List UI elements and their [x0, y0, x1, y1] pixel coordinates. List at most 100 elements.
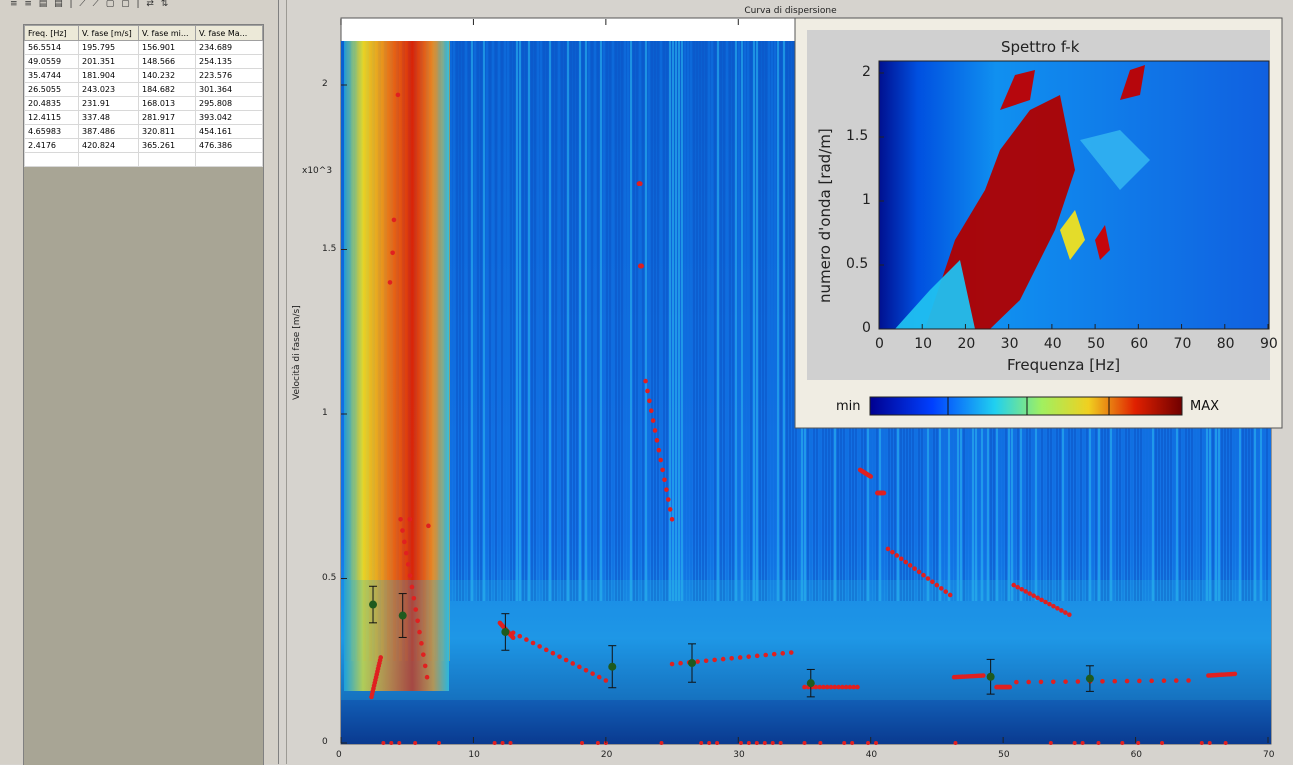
maximum-point [637, 181, 643, 186]
y-axis-ticks [341, 84, 347, 744]
inset-plot-border [878, 60, 1270, 330]
spectrum-stripe [747, 41, 749, 601]
spectrum-stripe [774, 41, 776, 601]
spectrum-stripe [615, 41, 617, 601]
maximum-point [855, 684, 860, 690]
maximum-point [405, 562, 411, 567]
maximum-point [754, 653, 760, 659]
maximum-point [557, 654, 562, 659]
col-header-vfase-max[interactable]: V. fase Ma... [195, 25, 263, 41]
y-tick-label: 2 [322, 79, 328, 89]
maximum-point [492, 741, 497, 745]
spectrum-stripe [750, 41, 752, 601]
spectrum-stripe [708, 41, 710, 601]
maximum-point [1014, 679, 1019, 685]
spectrum-stripe [516, 41, 518, 601]
maximum-point [1160, 741, 1165, 745]
maximum-point [1120, 741, 1125, 745]
maximum-point [436, 741, 441, 745]
spectrum-stripe [483, 41, 485, 601]
maximum-point [409, 584, 415, 590]
left-panel: ≡ ≡ ▤ ▤ | ⟋ ⟋ ▢ ▢ | ⇄ ⇅ Freq. [Hz] V. fa… [0, 0, 279, 765]
inset-x-tick-label: 60 [1130, 336, 1149, 352]
maximum-point [643, 378, 648, 384]
maximum-point [1096, 741, 1101, 745]
table-row[interactable]: 12.4115 337.48 281.917 393.042 [24, 110, 263, 125]
table-cell[interactable] [195, 152, 263, 167]
inset-blob [1095, 225, 1110, 260]
maximum-point [770, 741, 775, 745]
maximum-point [395, 92, 401, 98]
spectrum-stripe [621, 41, 623, 601]
maximum-point [400, 528, 405, 533]
spectrum-stripe [753, 41, 755, 601]
spectrum-stripe [669, 41, 671, 601]
maximum-point [550, 650, 556, 656]
maximum-point [738, 741, 743, 745]
maxima-points [369, 92, 1238, 745]
maximum-point [1161, 678, 1167, 684]
maximum-point [422, 663, 428, 669]
colorbar-max-label: MAX [1190, 399, 1220, 414]
spectrum-stripe [504, 41, 506, 601]
spectrum-stripe [618, 41, 620, 601]
maximum-point [678, 660, 683, 666]
maximum-point [1011, 582, 1017, 588]
spectrum-stripe [585, 41, 587, 601]
maximum-point [391, 217, 397, 223]
spectrum-stripe [492, 41, 494, 601]
toolbar[interactable]: ≡ ≡ ▤ ▤ | ⟋ ⟋ ▢ ▢ | ⇄ ⇅ [10, 0, 171, 9]
x-tick-label: 30 [733, 750, 745, 760]
spectrum-stripe [678, 41, 680, 601]
pick-point [608, 662, 617, 671]
maximum-point [1067, 612, 1072, 617]
spectrum-stripe [579, 41, 581, 601]
spectrum-stripe [735, 41, 737, 601]
maximum-point [510, 635, 516, 641]
picks-table[interactable]: Freq. [Hz] V. fase [m/s] V. fase mi... V… [24, 25, 263, 167]
spectrum-stripe [507, 41, 509, 601]
table-row[interactable]: 56.5514 195.795 156.901 234.689 [24, 40, 263, 55]
spectrum-stripe [600, 41, 602, 601]
maximum-point [397, 741, 402, 745]
maximum-point [1072, 741, 1077, 745]
table-row[interactable]: 26.5055 243.023 184.682 301.364 [24, 82, 263, 97]
spectrum-stripe [513, 41, 515, 601]
table-row[interactable]: 4.65983 387.486 320.811 454.161 [24, 124, 263, 139]
maximum-point [866, 741, 871, 745]
maximum-point [729, 655, 734, 661]
maximum-point [1075, 679, 1081, 684]
inset-x-tick-label: 0 [875, 336, 884, 352]
spectrum-stripe [786, 41, 788, 601]
y-tick-label: 1.5 [322, 243, 337, 254]
maximum-point [1137, 678, 1142, 684]
maximum-point [381, 741, 386, 745]
maximum-point [715, 741, 720, 745]
spectrum-stripe [558, 41, 560, 601]
inset-y-tick-label: 1 [862, 192, 871, 208]
maximum-point [583, 667, 589, 673]
maximum-point [720, 656, 726, 662]
spectrum-stripe [696, 41, 698, 601]
col-header-freq[interactable]: Freq. [Hz] [24, 25, 79, 41]
spectrum-stripe [522, 41, 524, 601]
spectrum-stripe [486, 41, 488, 601]
pick-point [398, 611, 407, 620]
picks-table-frame: Freq. [Hz] V. fase [m/s] V. fase mi... V… [23, 24, 264, 765]
spectrum-stripe [654, 41, 656, 601]
maximum-point [890, 549, 895, 555]
x-tick-label: 60 [1130, 750, 1143, 760]
spectrum-stripe [702, 41, 704, 601]
maximum-point [947, 592, 953, 598]
maximum-point [1038, 679, 1044, 685]
maximum-point [903, 559, 909, 565]
spectrum-stripe [666, 41, 668, 601]
spectrum-stripe [561, 41, 563, 601]
table-row[interactable] [24, 152, 263, 167]
inset-y-tick-label: 2 [862, 64, 871, 80]
spectrum-stripe [645, 41, 647, 601]
maximum-point [402, 539, 407, 545]
spectrum-stripe [693, 41, 695, 601]
spectrum-stripe [651, 41, 653, 601]
maximum-point [647, 398, 652, 404]
